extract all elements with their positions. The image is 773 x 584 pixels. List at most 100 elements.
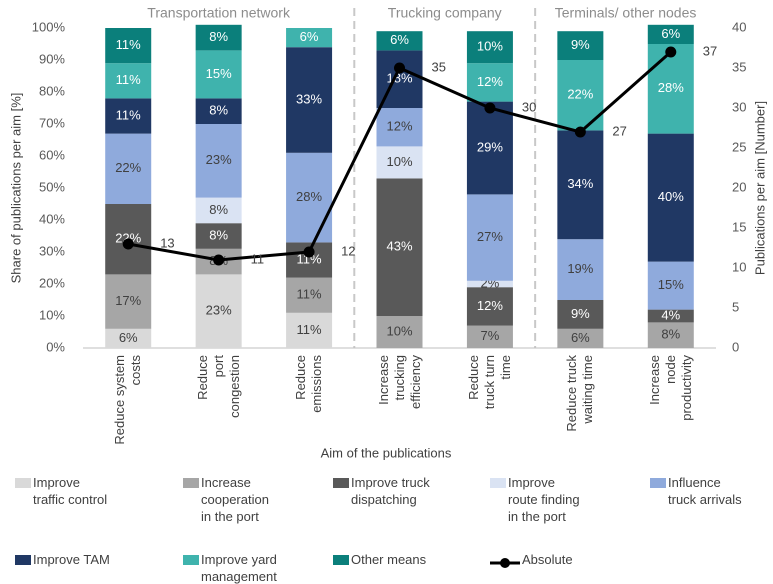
bar-segment [647, 24, 694, 44]
data-label: 19% [567, 261, 593, 276]
y-tick-label: 20% [39, 275, 65, 290]
data-label: 10% [386, 323, 412, 338]
data-label: 8% [209, 29, 228, 44]
data-label: 11% [116, 72, 141, 87]
legend-label: Improve yard management [201, 552, 277, 584]
legend-label: Improve truck dispatching [351, 475, 430, 507]
y-tick-label: 60% [39, 147, 65, 162]
legend-item: Absolute [490, 551, 573, 568]
legend-swatch [15, 555, 31, 565]
legend-label: Improve route finding in the port [508, 475, 580, 524]
data-label: 22% [115, 231, 141, 246]
line-marker [574, 126, 586, 138]
bar-segment [286, 312, 333, 348]
line-marker [394, 62, 405, 74]
data-label: 33% [296, 91, 322, 106]
y-tick-label: 0% [46, 339, 65, 354]
bar-segment [105, 28, 152, 64]
bar-segment [105, 98, 152, 134]
legend-label: Influence truck arrivals [668, 475, 742, 507]
line-marker [484, 102, 496, 114]
legend-item: Influence truck arrivals [650, 474, 742, 508]
bar-segment [557, 31, 604, 60]
data-label: 11% [297, 251, 322, 266]
bar-segment [105, 133, 152, 204]
data-label: 43% [386, 239, 412, 254]
line-marker [213, 254, 225, 266]
data-label: 28% [296, 189, 322, 204]
x-tick-label: Reduce truck waiting time [564, 355, 596, 432]
bar-segment [376, 146, 423, 179]
y-tick-label: 40% [39, 211, 65, 226]
data-label: 23% [206, 152, 232, 167]
bar-segment [376, 178, 423, 316]
y2-tick-label: 40 [732, 19, 746, 34]
bar-segment [286, 47, 333, 153]
bar-segment [557, 300, 604, 329]
x-tick-label: Reduce emissions [293, 355, 325, 413]
bar-segment [376, 31, 423, 51]
y2-axis-title: Publications per aim [Number] [752, 100, 768, 276]
data-label: 9% [571, 37, 590, 52]
data-label: 6% [661, 26, 680, 41]
data-label: 27% [477, 229, 503, 244]
data-label: 8% [209, 202, 228, 217]
bar-segment [466, 194, 513, 281]
x-tick-label: Reduce port congestion [194, 355, 242, 418]
line-marker [665, 46, 677, 58]
legend-swatch [183, 555, 199, 565]
bar-segment [105, 328, 152, 348]
data-label: 6% [119, 330, 138, 345]
x-axis-title: Aim of the publications [320, 445, 452, 461]
data-label: 17% [115, 293, 141, 308]
y2-tick-label: 35 [732, 59, 746, 74]
x-tick-label: Reduce system costs [112, 355, 144, 445]
legend-item: Improve TAM [15, 551, 110, 568]
data-label: 8% [209, 227, 228, 242]
group-label: Trucking company [388, 5, 502, 21]
data-label: 22% [115, 160, 141, 175]
x-tick-label: Increase node productivity [646, 355, 694, 421]
line-label: 37 [703, 43, 717, 58]
bar-segment [195, 274, 242, 348]
legend-label: Improve TAM [33, 552, 110, 567]
legend-swatch [333, 478, 349, 488]
data-label: 9% [571, 306, 590, 321]
data-label: 6% [390, 32, 409, 47]
bar-segment [647, 44, 694, 134]
y-tick-label: 80% [39, 83, 65, 98]
data-label: 12% [386, 119, 412, 134]
bar-segment [466, 280, 513, 288]
legend-swatch [333, 555, 349, 565]
y-axis-title: Share of publications per aim [%] [8, 92, 24, 284]
data-label: 8% [661, 327, 680, 342]
line-label: 13 [160, 235, 174, 250]
bar-segment [195, 223, 242, 249]
data-label: 6% [571, 330, 590, 345]
bar-segment [557, 328, 604, 348]
data-label: 28% [658, 80, 684, 95]
data-label: 11% [297, 287, 322, 302]
legend-item: Improve route finding in the port [490, 474, 580, 525]
legend-swatch [490, 555, 520, 568]
data-label: 10% [386, 154, 412, 169]
legend-item: Increase cooperation in the port [183, 474, 269, 525]
legend-swatch [183, 478, 199, 488]
group-label: Transportation network [147, 5, 291, 21]
bar-segment [647, 261, 694, 310]
data-label: 12% [477, 298, 503, 313]
data-label: 34% [567, 176, 593, 191]
legend-label: Absolute [522, 552, 573, 567]
bar-segment [286, 152, 333, 243]
x-tick-label: Increase trucking efficiency [375, 355, 423, 409]
line-label: 11 [251, 251, 265, 266]
bar-segment [466, 325, 513, 348]
legend-item: Improve yard management [183, 551, 277, 584]
group-label: Terminals/ other nodes [555, 5, 697, 21]
y2-tick-label: 10 [732, 259, 746, 274]
data-label: 40% [658, 189, 684, 204]
bar-segment [647, 322, 694, 348]
bar-segment [195, 98, 242, 124]
